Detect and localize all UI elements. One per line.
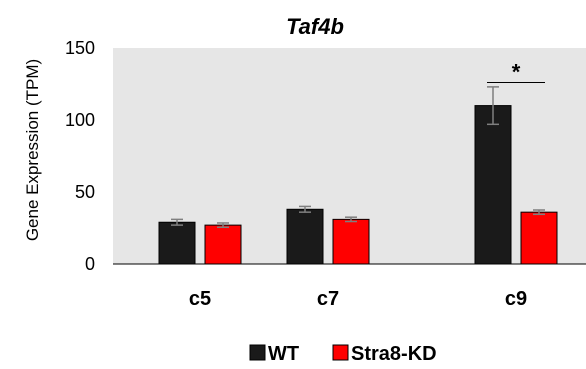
y-tick-label: 50 — [75, 182, 95, 202]
bar-stra8-kd-c9 — [520, 211, 558, 265]
y-axis-ticks: 0 50 100 150 — [65, 38, 95, 274]
error-bars — [171, 86, 545, 229]
significance-annotations: * — [487, 60, 545, 85]
x-tick-label: c5 — [189, 288, 211, 310]
legend-swatch-stra8-kd — [332, 344, 349, 361]
bar-wt-c9 — [474, 105, 512, 265]
x-axis-ticks: c5 c7 c9 — [189, 288, 527, 310]
y-axis-label: Gene Expression (TPM) — [23, 59, 42, 241]
legend: WT Stra8-KD — [249, 343, 437, 365]
legend-swatch-wt — [249, 344, 266, 361]
bar-stra8-kd-c5 — [204, 224, 242, 265]
y-tick-label: 100 — [65, 110, 95, 130]
bars — [158, 105, 558, 265]
bar-stra8-kd-c7 — [332, 218, 370, 265]
significance-marker: * — [512, 60, 521, 85]
chart-title: Taf4b — [286, 14, 344, 39]
x-tick-label: c9 — [505, 288, 527, 310]
y-tick-label: 0 — [85, 254, 95, 274]
bar-wt-c5 — [158, 221, 196, 265]
legend-label: Stra8-KD — [351, 343, 437, 365]
bar-wt-c7 — [286, 208, 324, 265]
y-tick-label: 150 — [65, 38, 95, 58]
legend-label: WT — [268, 343, 299, 365]
x-tick-label: c7 — [317, 288, 339, 310]
